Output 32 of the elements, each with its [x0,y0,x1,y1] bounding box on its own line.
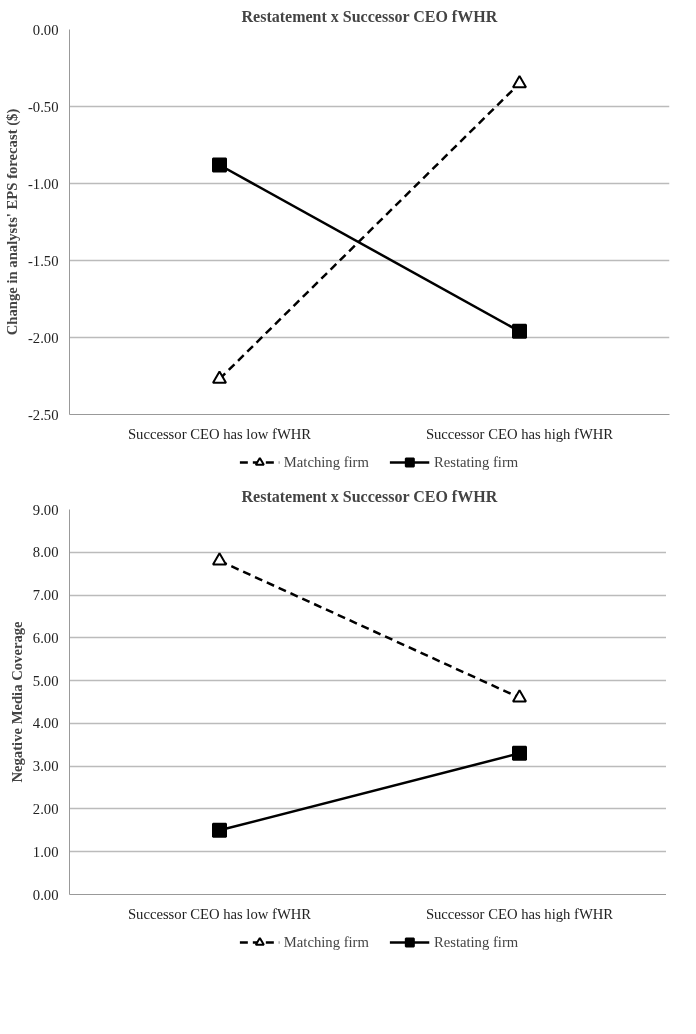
y-tick-label: 6.00 [32,629,59,646]
point [212,822,227,838]
legend-label: Matching firm [283,933,369,951]
legend-label: Matching firm [283,453,369,471]
y-tick-label: 0.00 [32,886,59,903]
y-tick-label: 1.00 [32,843,59,860]
chart-title: Restatement x Successor CEO fWHR [241,487,498,505]
y-tick-label: 9.00 [32,501,59,518]
chart-title: Restatement x Successor CEO fWHR [241,7,498,25]
y-tick-label: 3.00 [32,758,59,775]
y-tick-label: 2.00 [32,800,59,817]
y-axis-title: Negative Media Coverage [8,620,25,783]
x-tick-label: Successor CEO has high fWHR [425,425,614,442]
x-tick-label: Successor CEO has low fWHR [127,425,312,442]
y-tick-label: -1.00 [27,175,59,192]
legend-label: Restating firm [433,933,519,951]
point [512,323,527,339]
y-tick-label: 8.00 [32,544,59,561]
x-tick-label: Successor CEO has low fWHR [127,905,312,922]
y-tick-label: -0.50 [27,98,59,115]
y-tick-label: 4.00 [32,715,59,732]
point [212,157,227,173]
y-tick-label: -2.00 [27,329,59,346]
legend-label: Restating firm [433,453,519,471]
y-axis-title: Change in analysts' EPS forecast ($) [3,108,21,336]
y-tick-label: -2.50 [27,406,59,423]
y-tick-label: 0.00 [32,21,59,38]
x-tick-label: Successor CEO has high fWHR [425,905,614,922]
y-tick-label: 5.00 [32,672,59,689]
point [512,745,527,761]
y-tick-label: -1.50 [27,252,59,269]
y-tick-label: 7.00 [32,587,59,604]
